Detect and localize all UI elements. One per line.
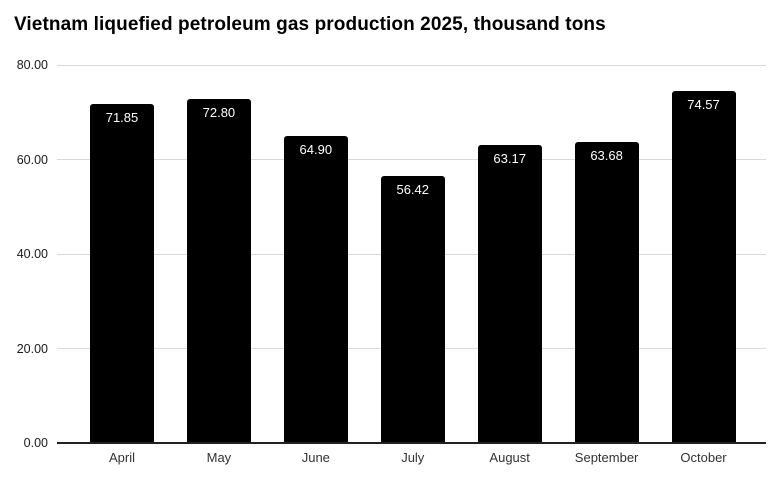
bar-value-label: 71.85 (105, 109, 139, 125)
x-axis-line (57, 442, 766, 444)
x-axis-tick-label: July (401, 450, 425, 465)
bar-value-label: 64.90 (299, 142, 333, 158)
bar-october (671, 90, 736, 443)
bar-may (186, 99, 251, 443)
bar-value-label: 63.68 (590, 148, 623, 164)
bar-september (574, 142, 639, 443)
y-gridline (57, 159, 766, 160)
x-axis-tick-label: August (489, 450, 530, 465)
chart-title: Vietnam liquefied petroleum gas producti… (14, 14, 606, 35)
x-axis-tick-label: June (301, 450, 330, 465)
y-axis-tick-label: 60.00 (16, 152, 48, 167)
y-gridline (57, 64, 766, 66)
x-axis-tick-label: April (108, 450, 135, 465)
x-axis-tick-label: May (206, 450, 232, 465)
bar-april (90, 103, 154, 443)
bar-june (283, 136, 348, 443)
bar-value-label: 63.17 (493, 150, 526, 166)
bar-july (380, 176, 445, 443)
y-axis-tick-label: 40.00 (16, 247, 48, 261)
y-axis-tick-label: 0.00 (23, 436, 48, 450)
y-axis-tick-label: 20.00 (16, 341, 48, 356)
x-axis-tick-label: September (574, 450, 639, 465)
bar-value-label: 72.80 (202, 105, 236, 121)
bar-value-label: 56.42 (396, 182, 430, 198)
y-axis-tick-label: 80.00 (16, 58, 48, 72)
bar-august (477, 144, 542, 443)
x-axis-tick-label: October (680, 450, 727, 465)
bar-value-label: 74.57 (687, 96, 720, 112)
